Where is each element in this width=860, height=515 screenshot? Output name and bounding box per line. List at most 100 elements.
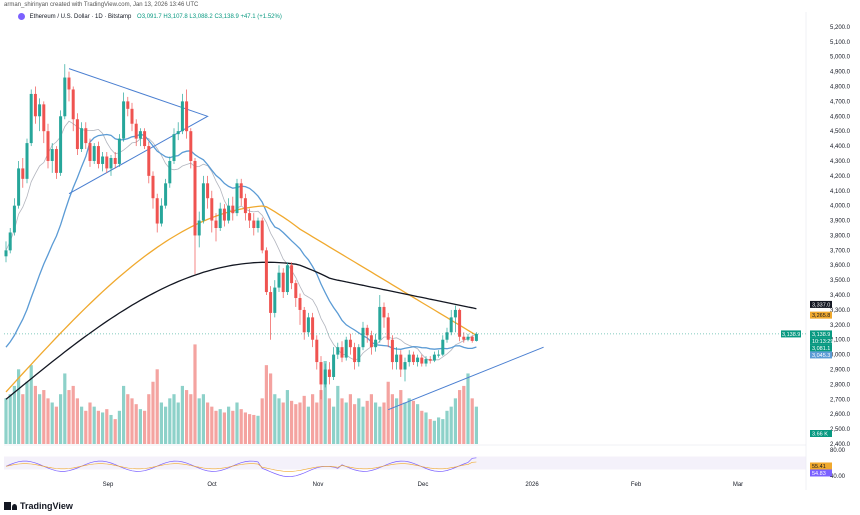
price-tag	[810, 351, 832, 359]
candle-body	[269, 292, 273, 313]
y-tick-label: 2,600.0	[830, 412, 851, 418]
volume-bar	[197, 398, 201, 444]
candle-body	[214, 220, 218, 228]
candle-body	[470, 336, 474, 341]
symbol-title: Ethereum / U.S. Dollar · 1D · Bitstamp	[29, 14, 132, 21]
candle-body	[143, 131, 147, 147]
volume-bar	[29, 365, 33, 444]
y-tick-label: 2,500.0	[830, 427, 851, 433]
volume-bar	[428, 419, 432, 444]
rsi-ma-line	[5, 461, 477, 472]
volume-bar	[319, 390, 323, 444]
volume-bar	[474, 406, 478, 444]
rsi-tag-label: 54.83	[812, 471, 826, 477]
volume-bar	[315, 402, 319, 444]
candle-body	[277, 272, 281, 288]
candle-body	[445, 332, 449, 340]
ohlc-values: O3,091.7 H3,107.8 L3,088.2 C3,138.9 +47.…	[137, 14, 282, 21]
candle-body	[180, 101, 184, 132]
volume-bar	[344, 402, 348, 444]
candle-body	[222, 208, 226, 221]
volume-bar	[222, 412, 226, 444]
volume-bar	[420, 410, 424, 444]
candle-body	[21, 168, 25, 179]
volume-bar	[12, 385, 16, 444]
y-tick-label: 4,200.0	[830, 174, 851, 180]
volume-bar	[33, 385, 37, 444]
volume-bar	[470, 398, 474, 444]
candle-body	[273, 287, 277, 313]
candle-body	[210, 198, 214, 221]
volume-tag	[810, 430, 832, 437]
y-tick-label: 4,300.0	[830, 159, 851, 165]
candle-body	[201, 183, 205, 221]
price-tag-label: 10:13:29	[812, 339, 833, 345]
volume-bar	[365, 400, 369, 444]
candle-body	[252, 220, 256, 228]
volume-bar	[189, 394, 193, 444]
candle-body	[390, 339, 394, 363]
volume-bar	[277, 398, 281, 444]
candle-body	[130, 108, 134, 124]
x-tick-label: Oct	[207, 482, 217, 488]
volume-bar	[269, 373, 273, 444]
candle-body	[285, 265, 289, 293]
candle-body	[264, 250, 268, 293]
y-tick-label: 4,700.0	[830, 99, 851, 105]
y-tick-label: 2,900.0	[830, 368, 851, 374]
volume-bar	[386, 381, 390, 444]
x-tick-label: Nov	[313, 482, 324, 488]
candle-body	[159, 205, 163, 224]
volume-bar	[353, 404, 357, 444]
volume-bar	[159, 402, 163, 444]
candle-body	[294, 283, 298, 299]
volume-bar	[399, 390, 403, 444]
ma-orange-line	[5, 205, 477, 393]
candle-body	[218, 208, 222, 228]
volume-bar	[445, 410, 449, 444]
candle-body	[17, 168, 21, 206]
price-tag-label: 3,138.9	[812, 332, 830, 338]
candle-body	[117, 138, 121, 164]
x-tick-label: 2026	[525, 482, 539, 488]
volume-bar	[390, 394, 394, 444]
candle-body	[189, 131, 193, 161]
symbol-legend: Ethereum / U.S. Dollar · 1D · Bitstamp O…	[18, 13, 282, 20]
price-tag	[810, 344, 832, 352]
candle-body	[298, 298, 302, 310]
price-tag-label: 3,265.8	[812, 313, 830, 319]
candle-body	[164, 183, 168, 206]
price-tag-label: 3,081.1	[812, 346, 830, 352]
volume-bar	[50, 402, 54, 444]
volume-bar	[285, 390, 289, 444]
y-tick-label: 2,700.0	[830, 397, 851, 403]
volume-bar	[168, 398, 172, 444]
volume-bar	[25, 381, 29, 444]
volume-bar	[164, 406, 168, 444]
volume-bar	[298, 402, 302, 444]
volume-bar	[395, 398, 399, 444]
y-tick-label: 5,100.0	[830, 40, 851, 46]
y-tick-label: 3,000.0	[830, 353, 851, 359]
volume-bar	[180, 385, 184, 444]
candle-body	[311, 317, 315, 340]
candle-body	[462, 336, 466, 340]
volume-bar	[437, 417, 441, 444]
volume-bar	[218, 409, 222, 444]
volume-bar	[109, 414, 113, 444]
candle-body	[50, 149, 54, 161]
volume-bar	[84, 410, 88, 444]
price-tag	[810, 337, 832, 345]
volume-bar	[248, 414, 252, 444]
volume-bar	[407, 398, 411, 444]
candle-body	[474, 333, 478, 341]
candle-body	[38, 104, 42, 117]
ma-fast-line	[5, 120, 477, 362]
volume-bar	[46, 398, 50, 444]
candle-body	[243, 198, 247, 214]
volume-bar	[113, 419, 117, 444]
price-tag	[810, 311, 832, 319]
volume-bar	[130, 398, 134, 444]
x-tick-label: Sep	[103, 482, 114, 488]
